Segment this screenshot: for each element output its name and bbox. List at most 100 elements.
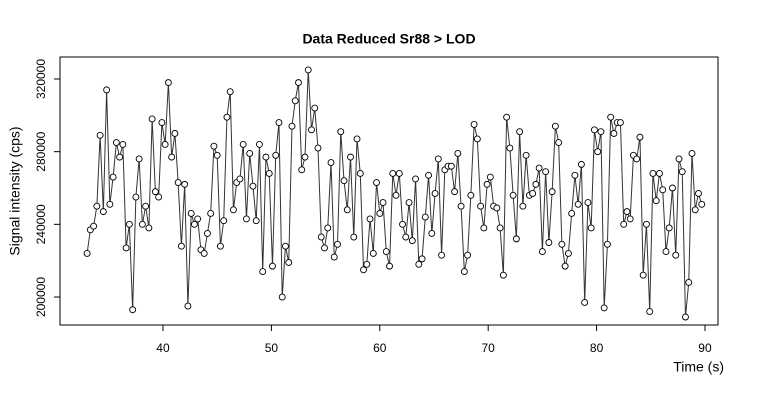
data-point xyxy=(646,308,654,316)
data-point xyxy=(405,199,413,206)
data-point xyxy=(103,86,111,94)
data-point xyxy=(96,131,104,139)
data-point xyxy=(447,162,455,170)
data-point xyxy=(698,200,706,208)
data-point xyxy=(379,199,387,206)
data-point xyxy=(662,248,670,256)
data-point xyxy=(304,66,312,74)
data-point xyxy=(216,242,224,250)
x-tick-label: 60 xyxy=(373,341,387,355)
data-point xyxy=(594,148,602,156)
data-point xyxy=(324,224,332,232)
data-point xyxy=(577,160,585,168)
data-point xyxy=(464,251,472,259)
data-point xyxy=(301,153,309,161)
data-point xyxy=(93,202,101,210)
data-point xyxy=(460,268,468,276)
data-point xyxy=(548,188,556,196)
data-point xyxy=(454,150,462,157)
data-point xyxy=(236,175,244,183)
data-point xyxy=(545,239,553,246)
data-point xyxy=(226,88,234,96)
data-point xyxy=(340,177,348,185)
data-point xyxy=(213,151,221,159)
data-point xyxy=(252,217,260,225)
data-point xyxy=(174,179,182,187)
data-point xyxy=(220,217,228,225)
data-point xyxy=(389,170,397,177)
x-tick-label: 70 xyxy=(482,341,496,355)
data-point xyxy=(386,262,393,270)
data-point xyxy=(512,235,520,243)
data-point xyxy=(496,224,504,232)
data-point xyxy=(561,262,569,270)
data-point xyxy=(623,208,631,216)
data-point xyxy=(568,209,576,217)
data-point xyxy=(83,249,91,257)
data-point xyxy=(620,220,628,228)
data-point xyxy=(311,104,319,112)
data-point xyxy=(308,126,315,134)
y-tick-label: 320000 xyxy=(34,59,48,99)
data-point xyxy=(643,220,650,228)
data-point xyxy=(672,251,680,259)
data-point xyxy=(343,206,351,214)
data-point xyxy=(142,202,150,210)
data-point xyxy=(177,242,185,250)
data-point xyxy=(298,166,306,174)
x-tick-label: 50 xyxy=(265,341,279,355)
data-point xyxy=(275,119,283,127)
data-point xyxy=(522,151,530,159)
data-point xyxy=(148,115,156,123)
data-point xyxy=(438,251,446,259)
data-point xyxy=(402,233,410,241)
data-point xyxy=(184,302,192,310)
data-point xyxy=(695,190,702,197)
data-point xyxy=(610,130,618,137)
data-point xyxy=(327,159,335,167)
data-point xyxy=(125,220,133,228)
data-point xyxy=(558,240,566,248)
data-point xyxy=(659,186,667,194)
data-point xyxy=(109,173,117,181)
data-point xyxy=(480,224,488,232)
data-point xyxy=(636,133,644,141)
data-point xyxy=(669,184,676,192)
data-point xyxy=(151,188,159,196)
data-point xyxy=(272,151,280,159)
data-point xyxy=(477,202,485,210)
data-point xyxy=(129,306,137,314)
x-tick-label: 80 xyxy=(590,341,604,355)
data-point xyxy=(590,126,598,134)
data-point xyxy=(688,150,696,157)
data-point xyxy=(356,170,364,177)
data-point xyxy=(649,170,657,177)
data-point xyxy=(360,266,367,274)
data-point xyxy=(194,215,202,223)
data-point xyxy=(366,215,374,223)
data-point xyxy=(200,249,208,257)
data-point xyxy=(285,259,293,266)
data-point xyxy=(330,253,338,261)
data-point xyxy=(138,220,146,228)
data-point xyxy=(119,140,127,148)
data-point xyxy=(295,79,302,87)
data-point xyxy=(376,209,384,217)
data-point xyxy=(399,220,407,228)
data-point xyxy=(158,119,166,127)
data-point xyxy=(395,170,403,177)
data-point xyxy=(415,260,423,268)
data-point xyxy=(106,200,114,208)
data-point xyxy=(122,244,130,252)
data-point xyxy=(493,204,501,212)
data-point xyxy=(207,209,215,217)
data-point xyxy=(135,155,143,163)
data-point xyxy=(428,229,436,237)
data-point xyxy=(145,224,153,232)
data-point xyxy=(291,97,299,105)
data-point xyxy=(678,168,686,176)
data-point xyxy=(229,206,237,214)
data-point xyxy=(363,260,371,268)
data-point xyxy=(408,237,416,245)
data-point xyxy=(616,119,624,127)
